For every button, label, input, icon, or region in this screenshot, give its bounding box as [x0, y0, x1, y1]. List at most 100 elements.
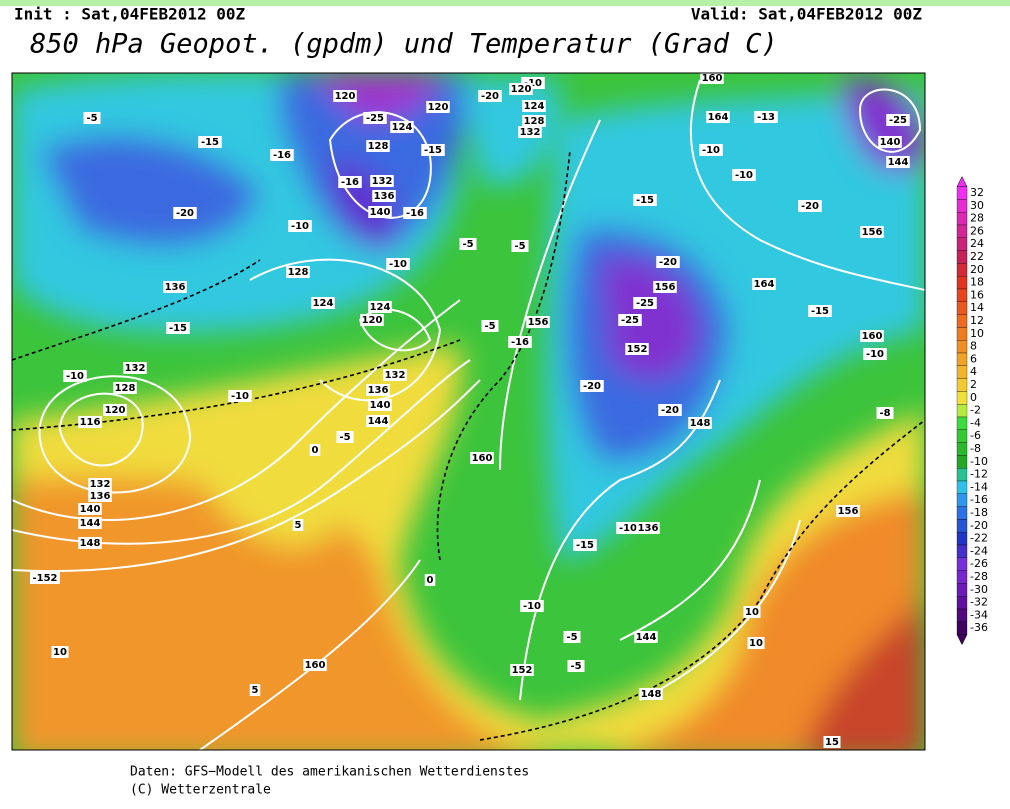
colorbar-swatch	[956, 224, 968, 238]
colorbar-label: 28	[970, 212, 984, 225]
contour-label-bg	[743, 606, 761, 618]
colorbar-label: -10	[970, 455, 988, 468]
colorbar-swatch	[956, 327, 968, 341]
contour-label: -20	[661, 405, 679, 416]
colorbar-label: 24	[970, 237, 984, 250]
colorbar-label: 26	[970, 224, 984, 237]
colorbar-swatch	[956, 557, 968, 571]
colorbar-label: 22	[970, 250, 984, 263]
contour-label-bg	[163, 281, 187, 293]
contour-label-bg	[706, 111, 730, 123]
colorbar-label: -18	[970, 506, 988, 519]
colorbar-label: 6	[970, 352, 977, 365]
contour-label-bg	[338, 176, 362, 188]
contour-label-bg	[747, 637, 765, 649]
map-title: 850 hPa Geopot. (gpdm) und Temperatur (G…	[30, 29, 778, 60]
colorbar-label: 20	[970, 263, 984, 276]
contour-label: 132	[372, 176, 393, 187]
contour-label: 15	[825, 737, 839, 748]
contour-label: 132	[385, 370, 406, 381]
contour-label-bg	[700, 73, 724, 84]
colorbar-label: -4	[970, 416, 981, 429]
contour-label: 140	[370, 400, 391, 411]
contour-label: 148	[641, 689, 662, 700]
contour-label: -25	[636, 298, 654, 309]
colorbar-swatch	[956, 493, 968, 507]
contour-label: -16	[273, 150, 291, 161]
contour-label: 152	[512, 665, 533, 676]
contour-label: 156	[655, 282, 676, 293]
contour-label-bg	[634, 631, 658, 643]
contour-label: 10	[53, 647, 67, 658]
colorbar-label: -14	[970, 480, 988, 493]
colorbar-label: 10	[970, 327, 984, 340]
valid-text: Valid: Sat,04FEB2012 00Z	[691, 5, 923, 24]
contour-label-bg	[63, 370, 87, 382]
contour-label: -20	[176, 208, 194, 219]
contour-label: 160	[305, 660, 326, 671]
contour-label: 148	[690, 418, 711, 429]
contour-label: -5	[86, 113, 97, 124]
colorbar-label: -20	[970, 519, 988, 532]
contour-label: 144	[80, 518, 101, 529]
contour-label: 156	[838, 506, 859, 517]
contour-label-bg	[656, 256, 680, 268]
contour-label: 128	[368, 141, 389, 152]
contour-label: 144	[636, 632, 657, 643]
contour-label: 156	[862, 227, 883, 238]
colorbar-label: -24	[970, 544, 988, 557]
contour-label: 132	[125, 363, 146, 374]
contour-label-bg	[292, 519, 304, 531]
contour-label: 120	[428, 102, 449, 113]
contour-label-bg	[30, 572, 60, 584]
contour-label-bg	[372, 190, 396, 202]
contour-label: 140	[880, 137, 901, 148]
contour-label-bg	[459, 238, 477, 250]
contour-label-bg	[113, 382, 137, 394]
colorbar-label: -34	[970, 608, 988, 621]
colorbar-swatch	[956, 570, 968, 584]
contour-label-bg	[366, 140, 390, 152]
contour-label: 156	[528, 317, 549, 328]
contour-label: -10	[389, 259, 407, 270]
colorbar-swatch	[956, 186, 968, 200]
contour-label: -25	[889, 115, 907, 126]
contour-label-bg	[78, 503, 102, 515]
contour-label: 140	[80, 504, 101, 515]
colorbar-label: 0	[970, 391, 977, 404]
contour-label: 144	[888, 157, 909, 168]
contour-label-bg	[509, 83, 533, 95]
contour-label-bg	[173, 207, 197, 219]
contour-label-bg	[386, 258, 410, 270]
contour-label-bg	[426, 101, 450, 113]
contour-label: 128	[288, 267, 309, 278]
colorbar-swatch	[956, 288, 968, 302]
contour-label-bg	[78, 416, 102, 428]
contour-label-bg	[78, 517, 102, 529]
colorbar-arrow-top	[956, 176, 968, 187]
contour-label: 5	[295, 520, 302, 531]
colorbar-swatch	[956, 621, 968, 635]
contour-label: 10	[745, 607, 759, 618]
contour-label: -15	[576, 540, 594, 551]
colorbar-label: 2	[970, 378, 977, 391]
contour-label: 164	[754, 279, 775, 290]
contour-label: -20	[801, 201, 819, 212]
colorbar-swatch	[956, 263, 968, 277]
contour-label: 144	[368, 416, 389, 427]
contour-label-bg	[166, 322, 190, 334]
contour-label: -10	[619, 523, 637, 534]
contour-label-bg	[83, 112, 101, 124]
colorbar-swatch	[956, 429, 968, 443]
colorbar-swatch	[956, 276, 968, 290]
colorbar-label: -2	[970, 404, 981, 417]
contour-label-bg	[798, 200, 822, 212]
contour-label: -16	[406, 208, 424, 219]
colorbar-swatch	[956, 199, 968, 213]
contour-label-bg	[311, 297, 335, 309]
colorbar-swatch	[956, 212, 968, 226]
contour-label: 128	[524, 116, 545, 127]
contour-label: 120	[362, 315, 383, 326]
contour-label: 160	[472, 453, 493, 464]
